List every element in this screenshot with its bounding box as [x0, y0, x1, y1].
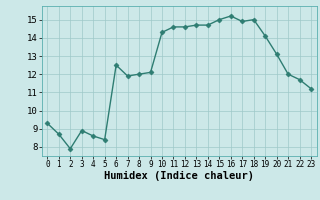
X-axis label: Humidex (Indice chaleur): Humidex (Indice chaleur) — [104, 171, 254, 181]
